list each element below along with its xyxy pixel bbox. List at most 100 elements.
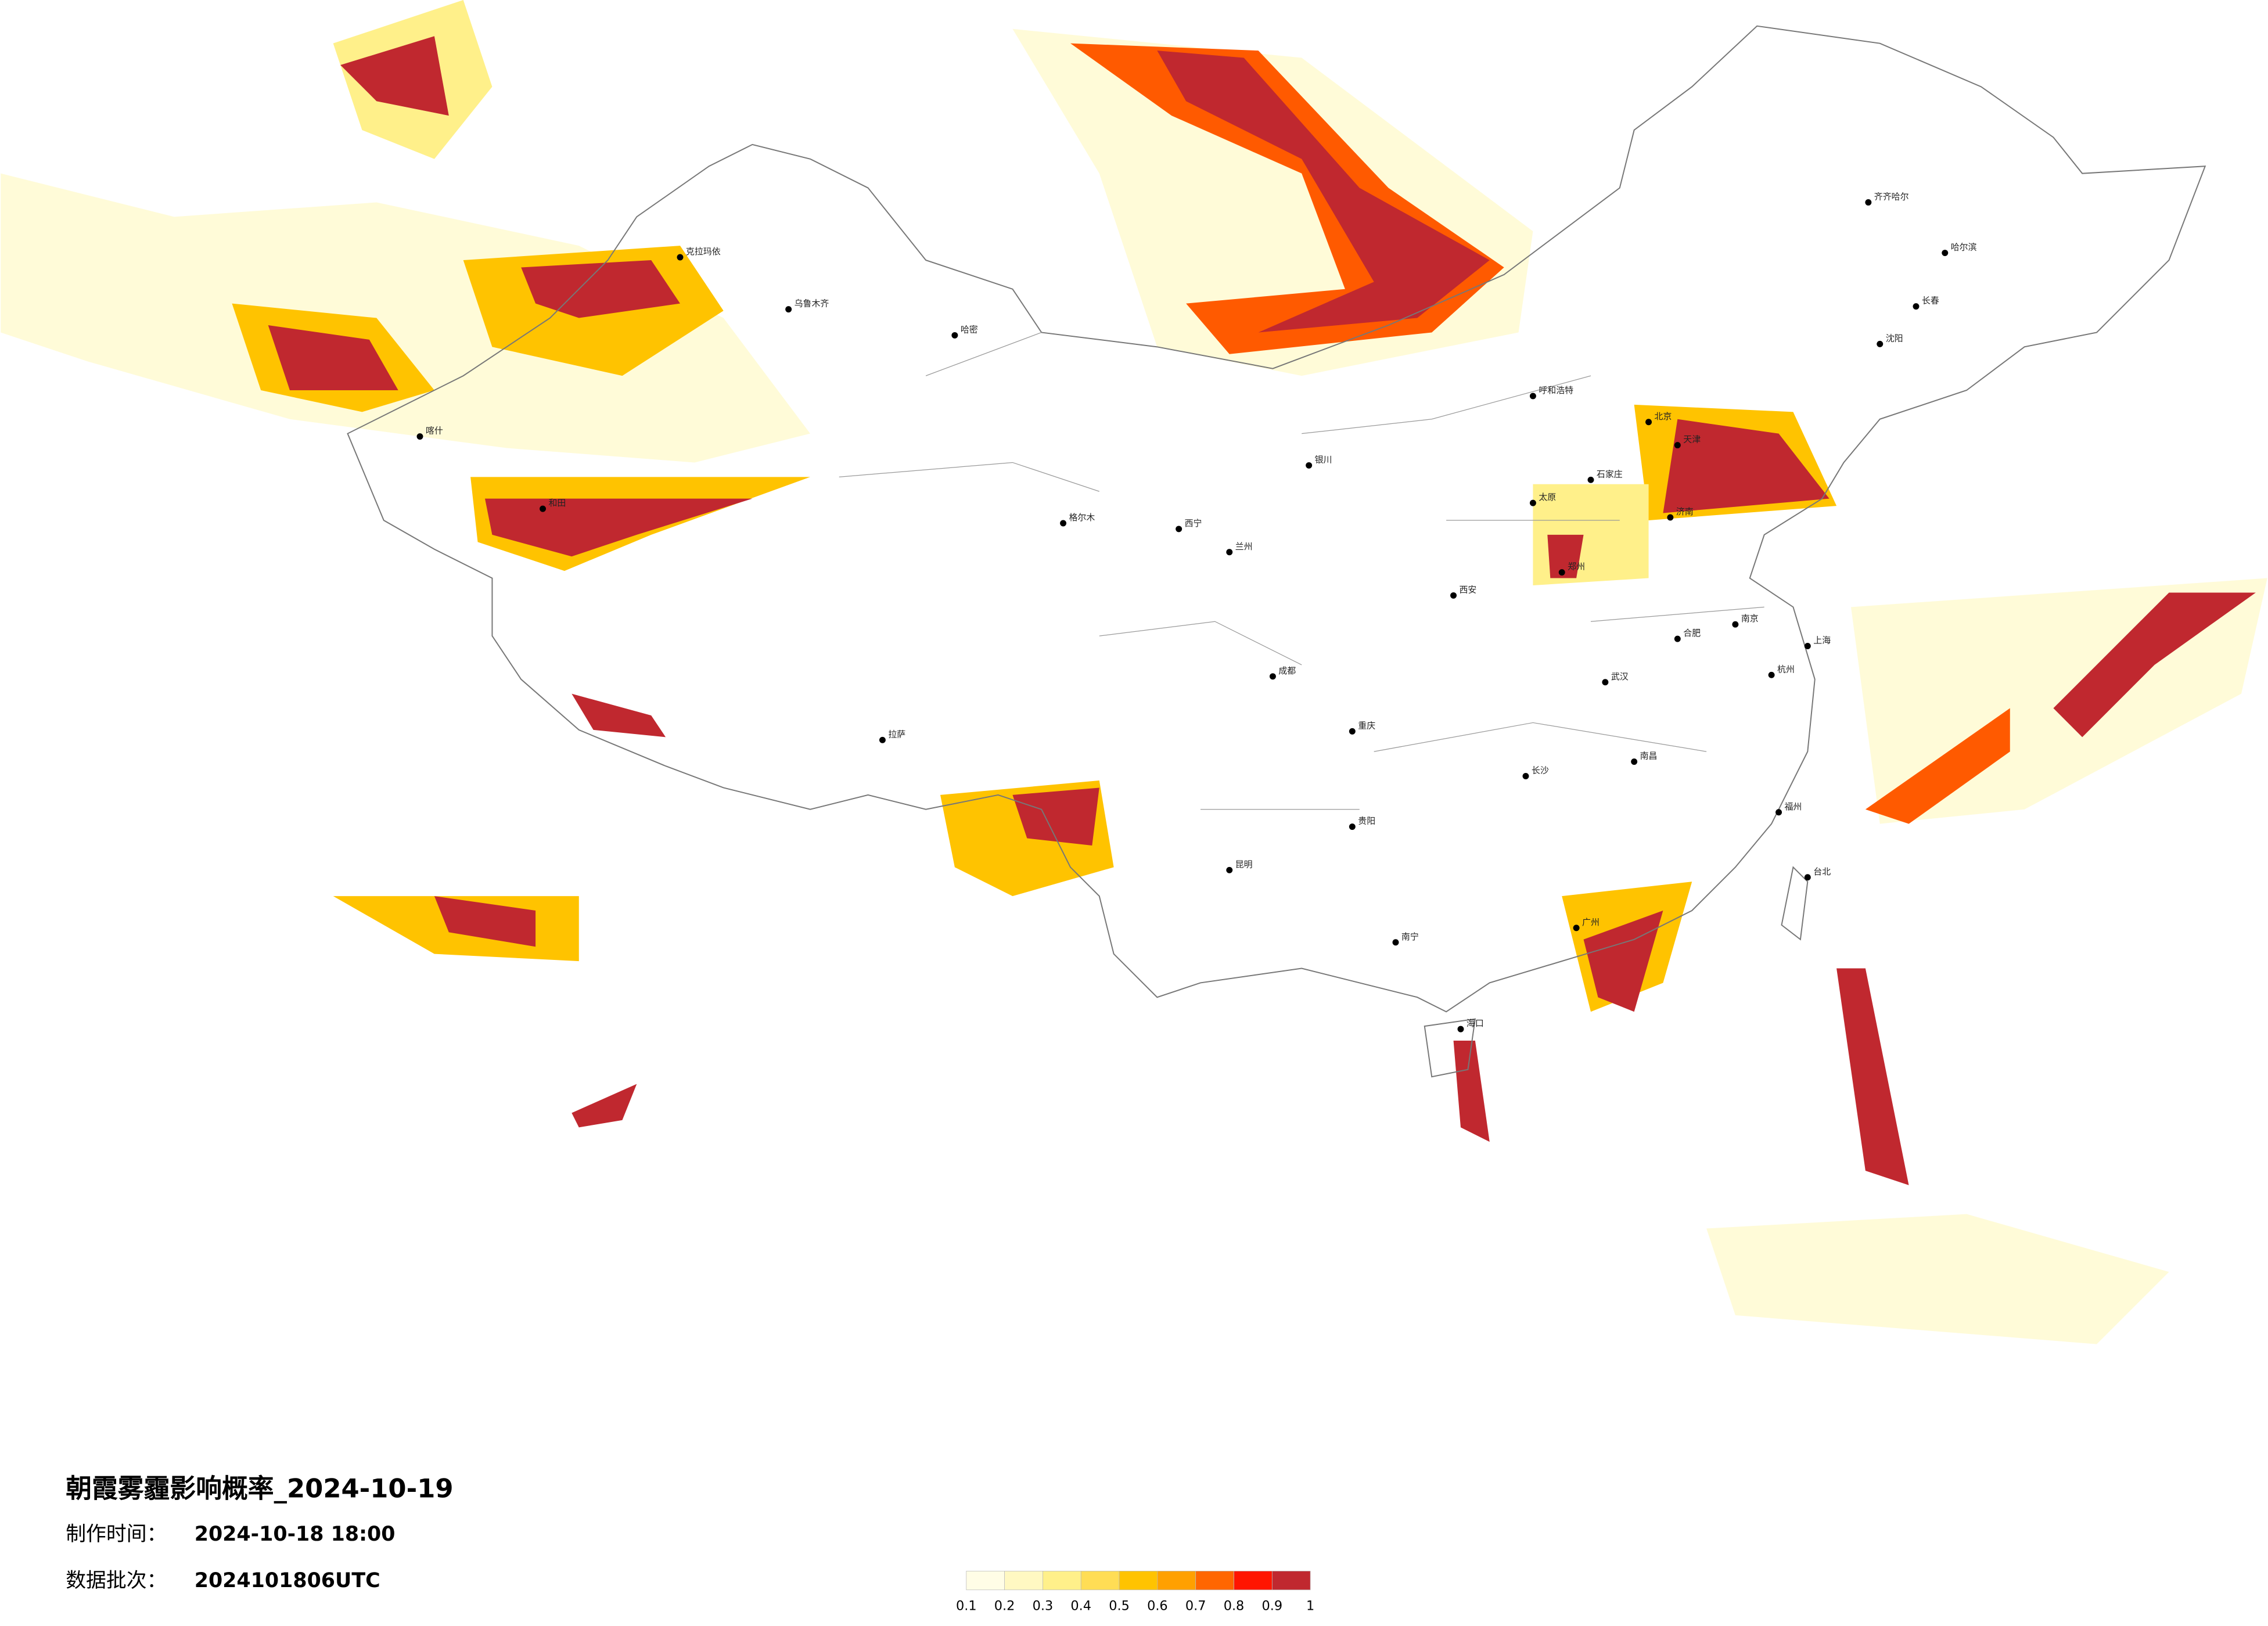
haze (1836, 968, 1909, 1185)
legend-swatch (1234, 1571, 1273, 1591)
haze (268, 325, 398, 390)
legend-swatch (1080, 1571, 1120, 1591)
borders (347, 25, 2206, 1078)
haze (1663, 419, 1830, 513)
city-dot (1913, 303, 1920, 310)
map-title: 朝霞雾霾影响概率_2024-10-19 (66, 1473, 453, 1503)
city-label: 拉萨 (888, 729, 905, 739)
city-label: 上海 (1813, 635, 1831, 646)
made-time-value: 2024-10-18 18:00 (195, 1523, 396, 1546)
haze (1012, 787, 1099, 846)
city-label: 哈尔滨 (1951, 242, 1977, 253)
city-dot (1877, 340, 1884, 347)
city-dot (1176, 526, 1182, 533)
city-label: 乌鲁木齐 (795, 298, 829, 309)
legend-label: 1 (1306, 1599, 1314, 1614)
city-dot (1522, 773, 1529, 780)
legend-swatch (1271, 1571, 1311, 1591)
city-label: 郑州 (1568, 562, 1585, 572)
city-label: 南宁 (1401, 931, 1419, 942)
city-dot (785, 306, 792, 313)
city-dot (1349, 823, 1356, 830)
city-label: 合肥 (1683, 628, 1701, 638)
haze (1, 173, 810, 463)
haze (434, 896, 536, 947)
city-dot (1558, 569, 1565, 576)
city-label: 西安 (1460, 584, 1477, 595)
city-dot (1529, 499, 1536, 506)
city-dot (1573, 924, 1580, 931)
city-dot (879, 736, 886, 743)
city-dot (540, 505, 547, 512)
legend-label: 0.4 (1070, 1599, 1091, 1614)
city-dot (1674, 442, 1681, 449)
city-label: 南京 (1741, 613, 1759, 624)
city-label: 和田 (549, 498, 566, 508)
city-dot (1269, 673, 1276, 680)
legend-swatch (1157, 1571, 1196, 1591)
legend-label: 0.9 (1262, 1599, 1283, 1614)
city-label: 福州 (1785, 801, 1802, 812)
legend-label: 0.7 (1185, 1599, 1206, 1614)
city-label: 长沙 (1532, 765, 1549, 776)
legend-swatch (1043, 1571, 1081, 1591)
legend: 0.1 0.2 0.3 0.4 0.5 0.6 0.7 0.8 0.9 1 (956, 1571, 1314, 1614)
legend-label: 0.6 (1147, 1599, 1168, 1614)
city-label: 石家庄 (1597, 469, 1623, 479)
city-label: 重庆 (1358, 720, 1375, 731)
legend-swatch (1195, 1571, 1234, 1591)
haze (1547, 534, 1584, 578)
taiwan-outline (1781, 866, 1809, 941)
legend-swatch (1004, 1571, 1043, 1591)
city-dot (1529, 393, 1536, 400)
city-dot (1667, 514, 1674, 521)
city-dot (416, 433, 423, 440)
city-dot (1732, 621, 1739, 628)
city-dot (1674, 635, 1681, 642)
city-label: 昆明 (1235, 859, 1253, 869)
batch-label: 数据批次： (66, 1569, 167, 1592)
legend-swatch (1119, 1571, 1158, 1591)
city-dot (1450, 592, 1457, 599)
city-label: 哈密 (961, 324, 978, 334)
city-label: 长春 (1922, 296, 1939, 306)
city-dot (1645, 419, 1652, 426)
city-dot (951, 332, 958, 339)
city-dot (1060, 520, 1067, 527)
city-label: 台北 (1813, 866, 1831, 877)
city-dot (1392, 939, 1399, 946)
city-dot (1804, 874, 1811, 881)
city-dot (1349, 728, 1356, 735)
legend-label: 0.8 (1224, 1599, 1245, 1614)
city-dot (1457, 1026, 1464, 1033)
city-label: 兰州 (1235, 541, 1253, 552)
haze (1865, 708, 2010, 824)
city-dot (1775, 809, 1782, 816)
city-dot (1226, 866, 1233, 873)
made-time-label: 制作时间： (66, 1523, 167, 1546)
country-outline (347, 25, 2206, 1013)
haze (340, 36, 449, 116)
city-dot (1631, 758, 1638, 765)
city-label: 齐齐哈尔 (1874, 191, 1909, 202)
city-dot (1768, 671, 1775, 678)
legend-label: 0.1 (956, 1599, 977, 1614)
city-dot (1804, 643, 1811, 650)
batch-value: 2024101806UTC (195, 1569, 380, 1592)
haze (1157, 51, 1490, 333)
city-dot (1226, 549, 1233, 556)
haze (1583, 911, 1663, 1012)
haze (572, 1084, 637, 1128)
city-dot (1306, 462, 1313, 469)
city-label: 济南 (1676, 506, 1694, 517)
city-label: 喀什 (426, 426, 443, 436)
city-label: 银川 (1315, 454, 1332, 465)
city-label: 南昌 (1640, 751, 1658, 761)
city-label: 贵阳 (1358, 816, 1375, 826)
legend-label: 0.5 (1109, 1599, 1130, 1614)
legend-label: 0.2 (994, 1599, 1015, 1614)
city-label: 广州 (1582, 917, 1600, 927)
